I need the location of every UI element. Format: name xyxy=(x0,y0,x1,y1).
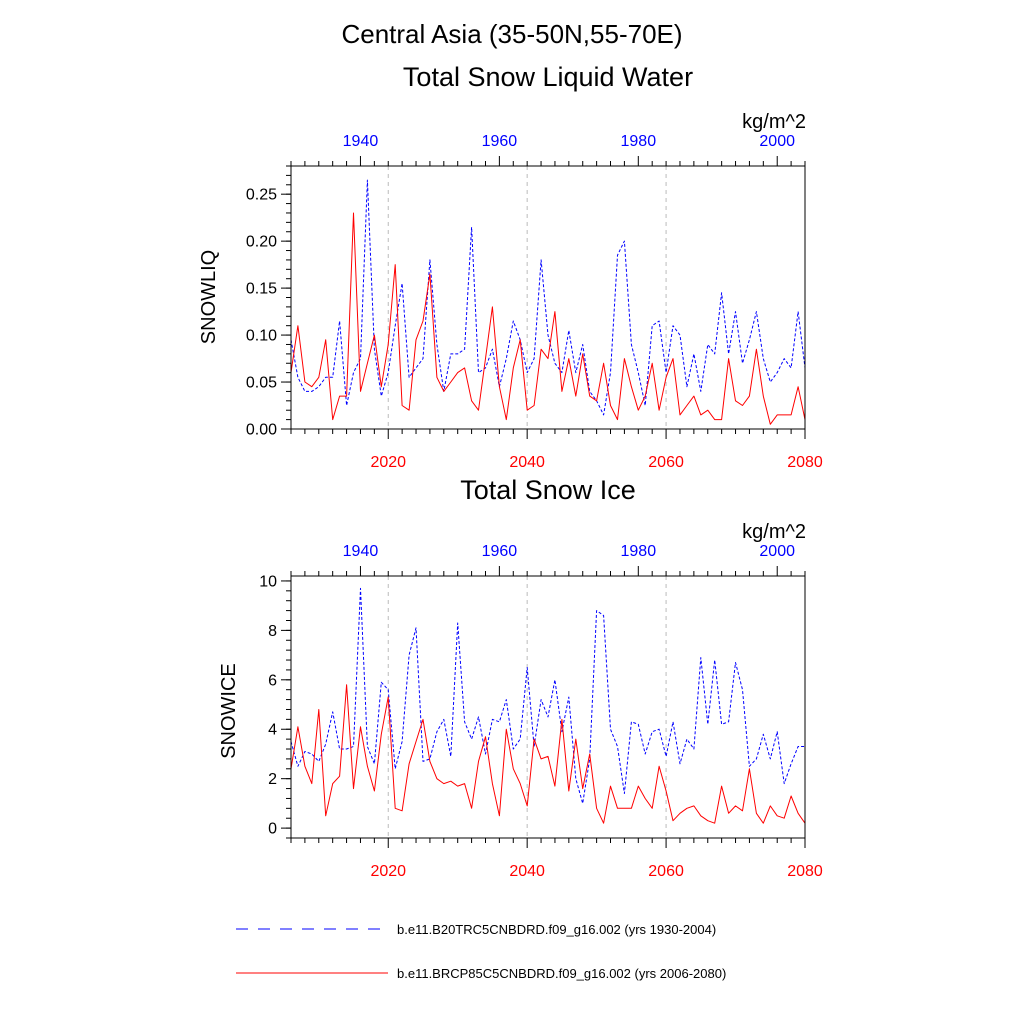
snowice-ylabel: SNOWICE xyxy=(218,663,240,759)
snowliq-x-bottom-tick-label: 2080 xyxy=(787,454,823,471)
snowice-x-bottom-tick-label: 2020 xyxy=(370,863,406,880)
snowliq-x-top-tick-label: 1940 xyxy=(343,133,379,150)
snowliq-x-top-tick-label: 1980 xyxy=(621,133,657,150)
snowice-x-top-tick-label: 2000 xyxy=(759,543,795,560)
snowliq-x-bottom-tick-label: 2020 xyxy=(370,454,406,471)
snowice-grid xyxy=(387,576,667,838)
snowice-panel: Total Snow Ice kg/m^2 SNOWICE 0 2 4 6 8 10 202… xyxy=(218,475,823,880)
snowliq-panel: Total Snow Liquid Water kg/m^2 SNOWLIQ 0… xyxy=(198,62,823,471)
snowliq-title: Total Snow Liquid Water xyxy=(403,62,693,92)
snowice-x-top-tick-label: 1960 xyxy=(482,543,518,560)
snowice-series xyxy=(290,587,806,824)
legend: b.e11.B20TRC5CNBDRD.f09_g16.002 (yrs 193… xyxy=(236,922,726,981)
snowliq-x-bottom-tick-label: 2040 xyxy=(509,454,545,471)
snowliq-axes: 0.00 0.05 0.10 0.15 0.20 0.25 2020 2040 2060 2080… xyxy=(246,133,823,471)
snowliq-y-tick-label: 0.20 xyxy=(246,234,277,251)
snowice-y-tick-label: 6 xyxy=(268,672,277,689)
snowliq-x-top-tick-label: 2000 xyxy=(759,133,795,150)
snowliq-y-tick-label: 0.05 xyxy=(246,375,277,392)
snowice-axes: 0 2 4 6 8 10 2020 2040 2060 2080 1940 1960 1980 2000 xyxy=(259,543,823,880)
legend-historical-label: b.e11.B20TRC5CNBDRD.f09_g16.002 (yrs 193… xyxy=(397,922,716,937)
snowice-future-line xyxy=(290,684,806,824)
snowice-title: Total Snow Ice xyxy=(460,475,636,505)
snowice-y-tick-label: 8 xyxy=(268,623,277,640)
snowice-x-bottom-tick-label: 2080 xyxy=(787,863,823,880)
snowice-y-tick-label: 10 xyxy=(259,573,277,590)
snowliq-series xyxy=(290,179,806,425)
snowliq-y-tick-label: 0.15 xyxy=(246,281,277,298)
snowliq-units: kg/m^2 xyxy=(742,111,806,133)
snowice-y-tick-label: 2 xyxy=(268,771,277,788)
snowice-historical-line xyxy=(290,587,805,804)
snowliq-y-tick-label: 0.10 xyxy=(246,328,277,345)
snowliq-x-top-tick-label: 1960 xyxy=(482,133,518,150)
snowliq-x-bottom-tick-label: 2060 xyxy=(648,454,684,471)
snowice-plot-frame xyxy=(290,575,806,839)
snowliq-future-line xyxy=(290,212,806,425)
snowice-y-tick-label: 4 xyxy=(268,722,277,739)
snowliq-grid xyxy=(387,166,667,429)
snowice-y-tick-label: 0 xyxy=(268,821,277,838)
snowice-x-bottom-tick-label: 2060 xyxy=(648,863,684,880)
snowice-units: kg/m^2 xyxy=(742,521,806,543)
snowliq-y-tick-label: 0.25 xyxy=(246,187,277,204)
region-title: Central Asia (35-50N,55-70E) xyxy=(341,19,682,49)
snowliq-y-tick-label: 0.00 xyxy=(246,422,277,439)
snowice-x-top-tick-label: 1940 xyxy=(343,543,379,560)
snowice-x-top-tick-label: 1980 xyxy=(621,543,657,560)
legend-future-label: b.e11.BRCP85C5CNBDRD.f09_g16.002 (yrs 20… xyxy=(397,966,726,981)
snowice-x-bottom-tick-label: 2040 xyxy=(509,863,545,880)
snowliq-ylabel: SNOWLIQ xyxy=(198,250,220,344)
snowliq-historical-line xyxy=(290,179,806,416)
